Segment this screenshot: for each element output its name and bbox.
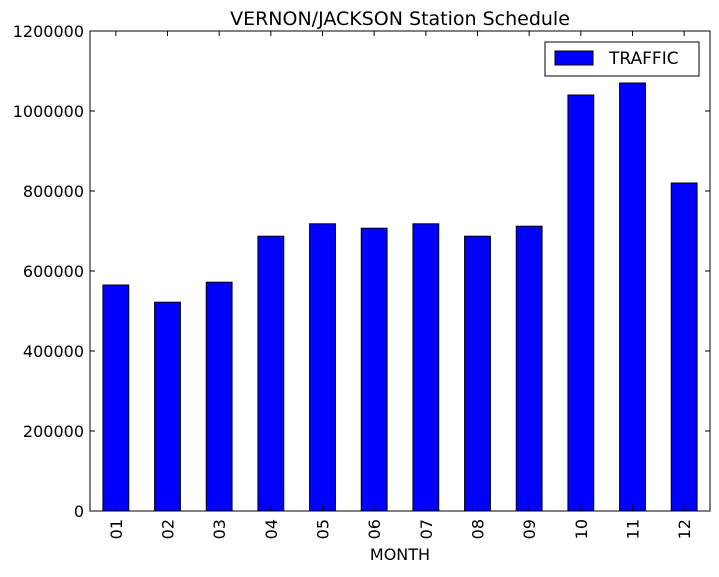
legend: TRAFFIC [544, 41, 700, 77]
y-tick-label-0: 0 [74, 502, 84, 521]
bar-02 [154, 301, 181, 512]
x-tick-label-12: 12 [675, 519, 694, 539]
y-tick-label-600000: 600000 [23, 262, 84, 281]
y-tick-label-200000: 200000 [23, 422, 84, 441]
x-tick-label-09: 09 [520, 519, 539, 539]
x-tick-label-06: 06 [365, 519, 384, 539]
bar-04 [257, 235, 285, 512]
bar-11 [619, 82, 646, 512]
x-tick-label-01: 01 [107, 519, 126, 539]
axes-layer: 01 02 03 04 05 06 07 08 09 10 11 12 0 200000 400000 600… [13, 22, 711, 539]
bar-06 [360, 227, 388, 512]
bar-07 [412, 223, 440, 512]
bar-08 [464, 235, 491, 512]
legend-label-traffic: TRAFFIC [608, 49, 679, 69]
x-tick-label-10: 10 [572, 519, 591, 539]
bars-layer [102, 82, 698, 512]
x-tick-label-04: 04 [262, 519, 281, 539]
y-tick-label-400000: 400000 [23, 342, 84, 361]
y-tick-label-1200000: 1200000 [13, 22, 84, 41]
y-tick-label-800000: 800000 [23, 182, 84, 201]
bar-09 [515, 225, 543, 512]
x-tick-label-11: 11 [624, 519, 643, 539]
x-tick-label-03: 03 [210, 519, 229, 539]
x-axis-label: MONTH [370, 545, 430, 564]
x-tick-label-02: 02 [159, 519, 178, 539]
x-tick-label-05: 05 [314, 519, 333, 539]
bar-10 [567, 94, 595, 512]
bar-05 [309, 223, 336, 512]
x-tick-label-08: 08 [469, 519, 488, 539]
x-tick-label-07: 07 [417, 519, 436, 539]
bar-01 [102, 284, 130, 512]
bar-12 [670, 182, 698, 512]
chart-title: VERNON/JACKSON Station Schedule [230, 8, 570, 30]
y-tick-label-1000000: 1000000 [13, 102, 84, 121]
plot-frame [89, 30, 711, 512]
bar-03 [205, 281, 233, 512]
legend-swatch [554, 50, 594, 66]
